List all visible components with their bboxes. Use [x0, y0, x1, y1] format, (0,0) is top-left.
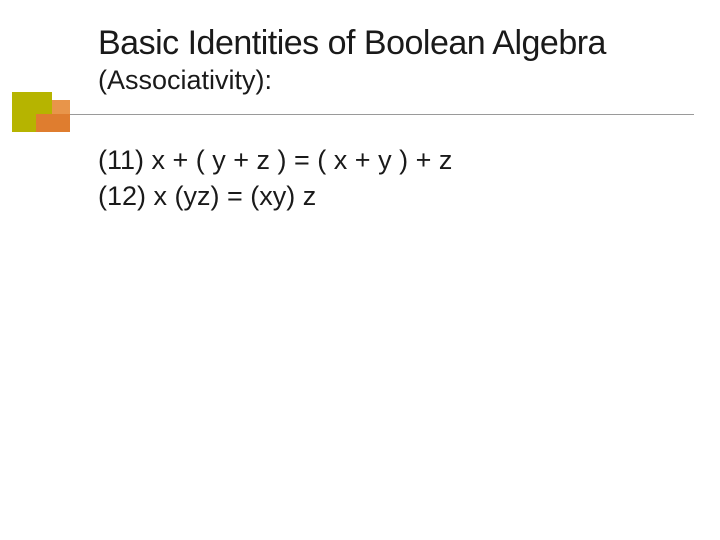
slide-body: (11) x + ( y + z ) = ( x + y ) + z (12) …: [98, 142, 720, 215]
identity-line: (12) x (yz) = (xy) z: [98, 178, 720, 214]
decorator-square-orange-large: [36, 114, 70, 132]
decorator-square-orange-small: [52, 100, 70, 114]
slide-title: Basic Identities of Boolean Algebra: [98, 24, 720, 63]
horizontal-divider: [14, 114, 694, 115]
identity-line: (11) x + ( y + z ) = ( x + y ) + z: [98, 142, 720, 178]
title-decorator: [12, 92, 84, 136]
slide-subtitle: (Associativity):: [98, 65, 720, 96]
slide-container: Basic Identities of Boolean Algebra (Ass…: [0, 0, 720, 540]
